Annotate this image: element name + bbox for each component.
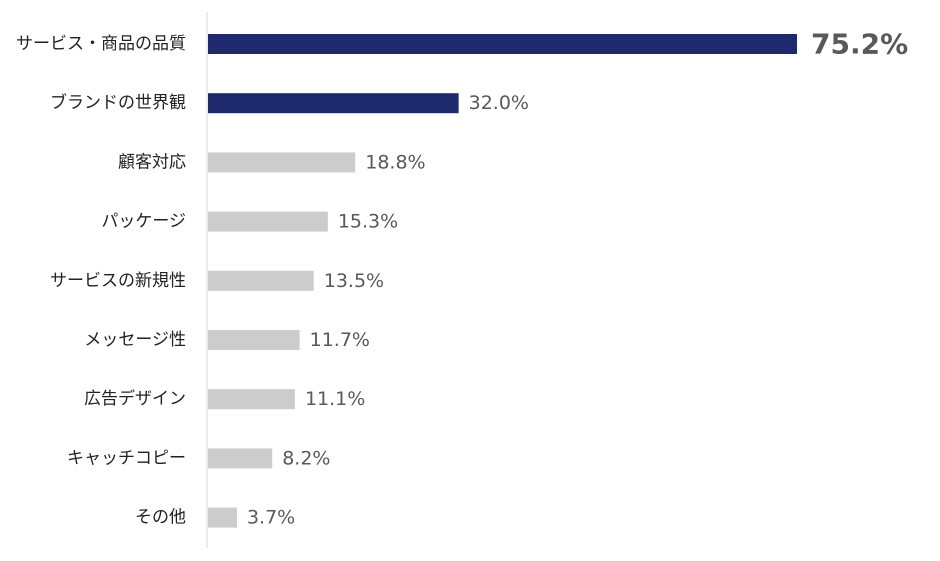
value-label: 11.1% bbox=[305, 388, 365, 410]
bar bbox=[208, 93, 459, 114]
category-label: サービスの新規性 bbox=[50, 271, 186, 291]
value-label: 18.8% bbox=[365, 151, 425, 173]
category-label: キャッチコピー bbox=[67, 448, 186, 468]
bar bbox=[208, 507, 237, 528]
bar bbox=[208, 330, 300, 350]
value-label: 11.7% bbox=[310, 329, 370, 351]
bar bbox=[208, 389, 295, 410]
value-label: 8.2% bbox=[282, 447, 330, 469]
labels-layer: サービス・商品の品質 75.2% ブランドの世界観 32.0% 顧客対応 18.8% パッケ… bbox=[16, 28, 908, 529]
bar bbox=[208, 448, 273, 469]
value-label-emphasized: 75.2% bbox=[811, 28, 908, 61]
bars-layer bbox=[208, 34, 797, 528]
category-label: 顧客対応 bbox=[118, 152, 186, 172]
category-label: サービス・商品の品質 bbox=[16, 34, 186, 54]
bar bbox=[208, 34, 797, 54]
category-label: ブランドの世界観 bbox=[50, 92, 186, 113]
value-label: 32.0% bbox=[469, 92, 529, 114]
value-label: 15.3% bbox=[338, 211, 398, 233]
bar bbox=[208, 270, 314, 291]
bar bbox=[208, 152, 356, 173]
category-label: パッケージ bbox=[101, 212, 186, 232]
category-label: その他 bbox=[135, 508, 186, 528]
value-label: 13.5% bbox=[324, 270, 384, 292]
value-label: 3.7% bbox=[247, 507, 295, 529]
bar bbox=[208, 211, 328, 232]
category-label: メッセージ性 bbox=[84, 330, 186, 350]
category-label: 広告デザイン bbox=[84, 388, 186, 409]
